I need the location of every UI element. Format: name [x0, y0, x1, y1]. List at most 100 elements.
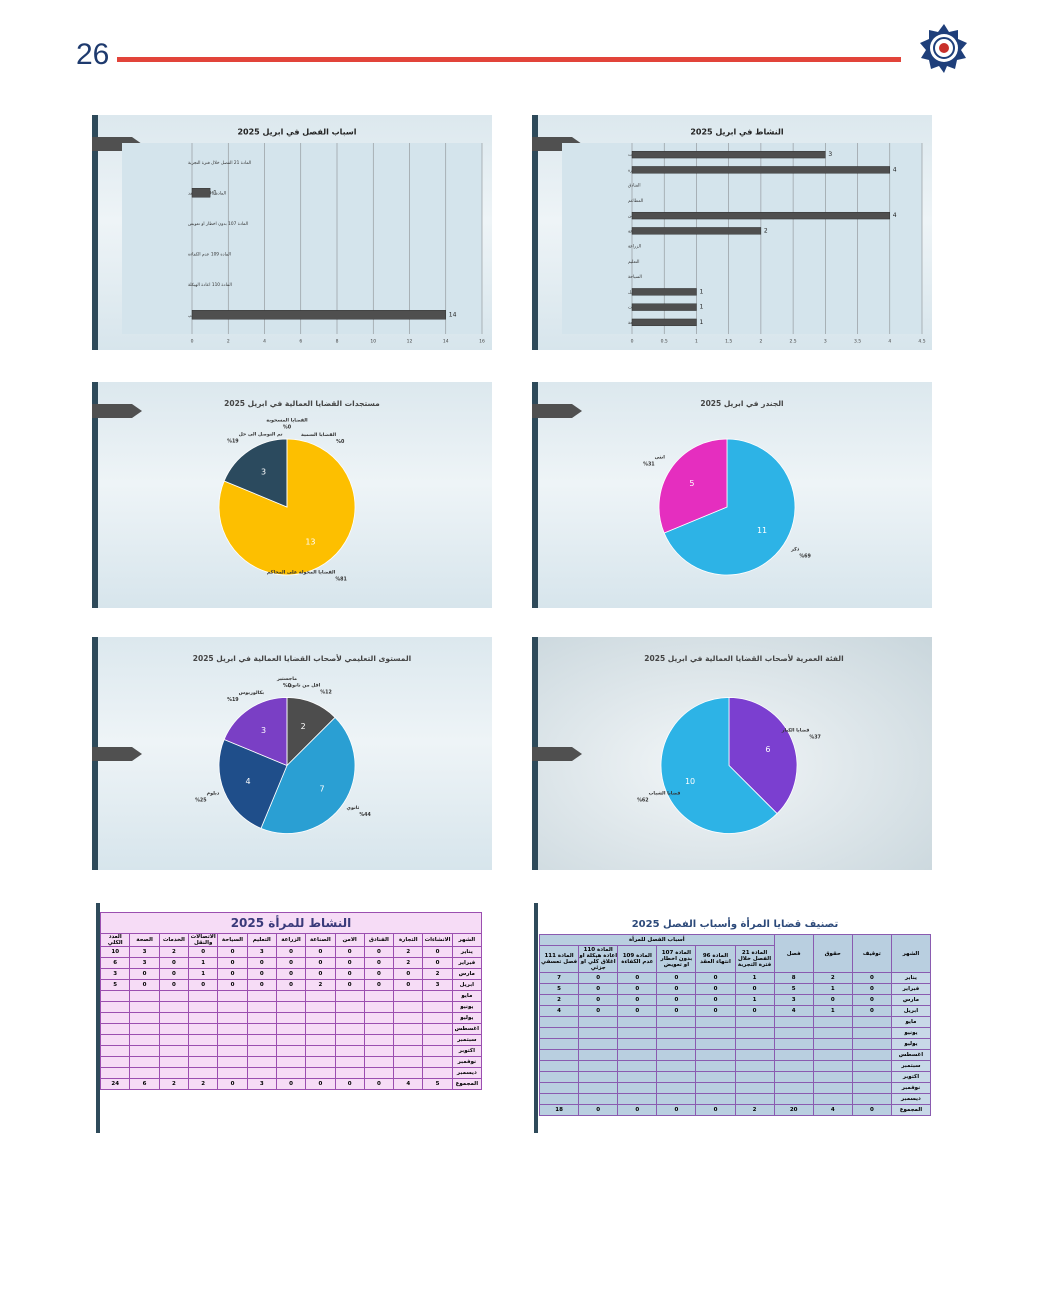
value-cell: [773, 1071, 814, 1083]
table-row: اكتوبر: [538, 1071, 932, 1083]
value-cell: 0: [656, 1005, 697, 1017]
value-cell: 0: [422, 946, 453, 958]
value-cell: [158, 1067, 190, 1079]
value-cell: [812, 1060, 853, 1072]
value-cell: 0: [656, 983, 697, 995]
value-cell: 2: [393, 957, 424, 969]
value-cell: [246, 1012, 277, 1024]
value-cell: [695, 1082, 736, 1094]
value-cell: [812, 1071, 853, 1083]
value-cell: [217, 1045, 248, 1057]
value-cell: [773, 1016, 814, 1028]
data-label: 11: [757, 526, 767, 535]
slice-label: تم التوصل الى حل: [239, 432, 283, 438]
chart-panel: المستوى التعليمي لأصحاب القضايا العمالية…: [92, 637, 492, 870]
value-cell: [246, 1023, 277, 1035]
value-cell: [851, 1082, 892, 1094]
value-cell: 0: [217, 957, 248, 969]
value-cell: [393, 1023, 424, 1035]
value-cell: [217, 1001, 248, 1013]
value-cell: 0: [246, 979, 277, 991]
y-tick-label: المطاعم: [628, 199, 643, 204]
column-header: التجارة: [393, 933, 424, 947]
table-row: مايو: [99, 990, 483, 1002]
value-cell: [188, 1034, 219, 1046]
value-cell: [851, 1049, 892, 1061]
value-cell: [99, 1045, 131, 1057]
value-cell: 0: [695, 983, 736, 995]
value-cell: [275, 1034, 307, 1046]
column-header: الصناعة: [305, 933, 336, 947]
page-number: 26: [76, 38, 110, 71]
value-cell: [422, 1012, 453, 1024]
table-row: تصنيف قضايا المرأة وأسباب الفصل 2025: [539, 914, 931, 935]
table-row: اغسطس: [99, 1023, 483, 1035]
value-cell: 2: [393, 946, 424, 958]
data-label: 3: [261, 467, 266, 476]
value-cell: [695, 1038, 736, 1050]
value-cell: [812, 1038, 853, 1050]
value-cell: [734, 1071, 775, 1083]
month-cell: يوليو: [451, 1012, 483, 1024]
pie-slice: [663, 438, 796, 576]
month-cell: يونيو: [890, 1027, 932, 1039]
value-cell: [422, 990, 453, 1002]
x-tick-label: 6: [299, 339, 302, 345]
value-cell: [305, 1034, 336, 1046]
slice-percent: %0: [336, 439, 345, 445]
chart-panel: النشاط في ابريل 2025 0 0.5 1 1.5 2 2.5 3 3.5 4 4.5…: [532, 115, 932, 350]
slice-label: بكالوريوس: [239, 690, 265, 696]
chart-title: الجندر في ابريل 2025: [700, 399, 783, 408]
value-cell: 0: [217, 968, 248, 980]
value-cell: 3: [246, 946, 277, 958]
value-cell: [363, 990, 395, 1002]
value-cell: [334, 1045, 365, 1057]
slice-percent: %44: [359, 812, 371, 818]
column-header: الاتصالات والنقل: [188, 933, 219, 947]
y-tick-label: المادة 109 عدم الكفاءة: [188, 251, 231, 257]
value-cell: 0: [851, 983, 892, 995]
month-cell: يناير: [451, 946, 483, 958]
value-cell: 10: [99, 946, 131, 958]
value-cell: [812, 1049, 853, 1061]
value-cell: 0: [129, 968, 160, 980]
value-cell: [538, 1016, 580, 1028]
value-cell: [393, 1056, 424, 1068]
value-cell: 0: [363, 968, 395, 980]
y-tick-label: المادة 21 الفصل خلال فترة التجربة: [188, 160, 251, 166]
value-cell: 0: [305, 1078, 336, 1090]
data-label: 5: [689, 479, 694, 488]
value-cell: 0: [305, 957, 336, 969]
column-header: الفنادق: [363, 933, 395, 947]
value-cell: [305, 1012, 336, 1024]
value-cell: [734, 1060, 775, 1072]
value-cell: 0: [217, 979, 248, 991]
x-tick-label: 2.5: [790, 339, 797, 345]
value-cell: [617, 1060, 658, 1072]
value-cell: [275, 1023, 307, 1035]
bar: [631, 318, 697, 327]
value-cell: [246, 1045, 277, 1057]
table-wrap: تصنيف قضايا المرأة وأسباب الفصل 2025 الشه…: [538, 914, 932, 1116]
month-cell: مايو: [890, 1016, 932, 1028]
value-cell: [851, 1060, 892, 1072]
column-header: السياحة: [217, 933, 248, 947]
month-cell: مارس: [890, 994, 932, 1006]
column-header: الشهر: [890, 934, 932, 973]
value-cell: 4: [393, 1078, 424, 1090]
value-cell: 0: [617, 994, 658, 1006]
y-tick-label: المادة 110 اعادة الهيكلة: [188, 282, 232, 288]
value-cell: [656, 1027, 697, 1039]
value-cell: 3: [99, 968, 131, 980]
value-cell: 0: [188, 979, 219, 991]
value-cell: [129, 1023, 160, 1035]
value-cell: [773, 1038, 814, 1050]
value-cell: 0: [275, 968, 307, 980]
slice-percent: %12: [320, 689, 331, 695]
value-cell: [217, 1023, 248, 1035]
table-row: مايو: [538, 1016, 932, 1028]
value-cell: 3: [246, 1078, 277, 1090]
table-row: ديسمبر: [538, 1093, 932, 1105]
value-cell: [305, 1045, 336, 1057]
